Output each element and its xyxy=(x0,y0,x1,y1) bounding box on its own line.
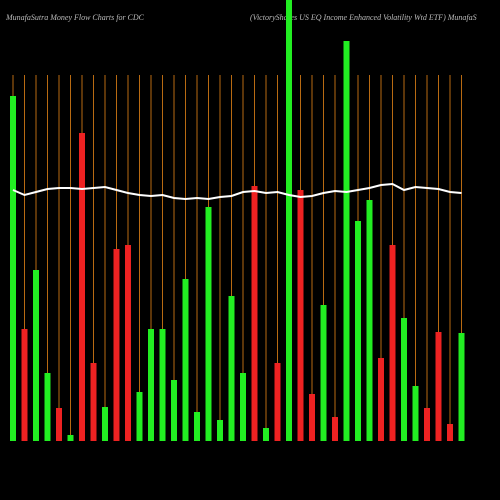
chart-subtitle: (VictoryShares US EQ Income Enhanced Vol… xyxy=(250,13,477,22)
bar xyxy=(424,408,430,441)
money-flow-line xyxy=(12,182,462,201)
bar xyxy=(447,424,453,441)
bar xyxy=(355,221,361,441)
bar xyxy=(79,133,85,441)
bar xyxy=(159,329,166,441)
bar xyxy=(171,380,177,441)
bar xyxy=(401,318,407,441)
bar xyxy=(113,249,120,441)
bar xyxy=(125,245,131,441)
bar xyxy=(240,373,246,441)
bar xyxy=(251,186,258,441)
bar xyxy=(67,435,74,441)
bar xyxy=(228,296,235,441)
bar xyxy=(412,386,419,441)
bar xyxy=(217,420,223,441)
bar xyxy=(148,329,154,441)
bar xyxy=(297,190,304,441)
bar xyxy=(389,245,396,441)
bar xyxy=(194,412,200,441)
bar xyxy=(102,407,108,441)
bar xyxy=(182,279,189,441)
bar xyxy=(205,207,212,441)
bar xyxy=(33,270,39,441)
bar xyxy=(309,394,315,441)
bar xyxy=(90,363,97,441)
bar xyxy=(458,333,465,441)
chart-title: MunafaSutra Money Flow Charts for CDC xyxy=(5,13,145,22)
bar xyxy=(343,41,350,441)
bar xyxy=(320,305,327,441)
bar xyxy=(286,0,292,441)
bar xyxy=(332,417,338,441)
bar xyxy=(263,428,269,441)
bar xyxy=(56,408,62,441)
bar xyxy=(378,358,384,441)
bar xyxy=(21,329,28,441)
bar xyxy=(274,363,281,441)
bar xyxy=(10,96,16,441)
bar xyxy=(366,200,373,441)
bar xyxy=(44,373,51,441)
bar xyxy=(435,332,442,441)
bar xyxy=(136,392,143,441)
